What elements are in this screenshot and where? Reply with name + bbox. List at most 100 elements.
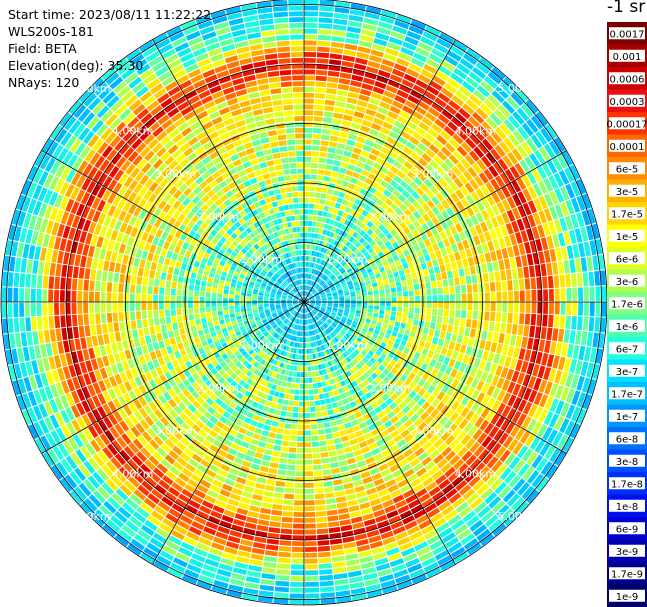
ray-gate-cell <box>206 287 212 293</box>
ray-gate-cell <box>338 309 344 313</box>
ray-gate-cell <box>316 52 330 58</box>
ray-gate-cell <box>219 338 226 345</box>
ray-gate-cell <box>327 327 333 332</box>
ray-gate-cell <box>235 291 241 296</box>
ray-gate-cell <box>272 415 280 422</box>
ray-gate-cell <box>472 429 483 441</box>
ray-gate-cell <box>304 285 306 290</box>
ray-gate-cell <box>511 370 520 383</box>
ray-gate-cell <box>93 422 104 435</box>
ray-gate-cell <box>62 366 71 380</box>
ray-gate-cell <box>317 313 322 318</box>
ray-gate-cell <box>236 432 245 440</box>
ray-gate-cell <box>535 131 548 146</box>
ray-gate-cell <box>282 295 287 298</box>
ray-gate-cell <box>426 534 441 545</box>
ray-gate-cell <box>337 210 344 217</box>
ray-gate-cell <box>373 509 386 518</box>
ray-gate-cell <box>330 238 336 245</box>
ray-gate-cell <box>182 378 191 388</box>
ray-gate-cell <box>345 297 350 300</box>
ray-gate-cell <box>361 119 372 128</box>
ray-gate-cell <box>304 226 308 232</box>
ray-gate-cell <box>304 267 306 273</box>
ray-gate-cell <box>277 380 283 386</box>
ray-gate-cell <box>361 270 368 276</box>
ray-gate-cell <box>120 264 127 274</box>
ray-gate-cell <box>182 574 198 585</box>
ray-gate-cell <box>342 352 348 358</box>
ray-gate-cell <box>304 512 316 517</box>
ray-gate-cell <box>317 246 322 252</box>
ray-gate-cell <box>90 324 97 336</box>
ray-gate-cell <box>257 390 264 398</box>
ray-gate-cell <box>309 401 315 407</box>
ray-gate-cell <box>114 373 123 385</box>
ray-gate-cell <box>74 486 88 501</box>
ray-gate-cell <box>2 271 8 287</box>
ray-gate-cell <box>411 536 426 546</box>
ray-gate-cell <box>375 32 390 41</box>
ray-gate-cell <box>445 408 455 419</box>
ray-gate-cell <box>184 569 200 579</box>
ray-gate-cell <box>310 299 315 301</box>
ray-gate-cell <box>283 345 288 351</box>
ray-gate-cell <box>318 288 323 293</box>
ray-gate-cell <box>318 29 332 35</box>
ray-gate-cell <box>453 458 465 470</box>
ray-gate-cell <box>298 325 301 331</box>
ray-gate-cell <box>111 342 118 354</box>
ray-gate-cell <box>508 474 521 488</box>
ray-gate-cell <box>293 311 297 316</box>
ray-gate-cell <box>465 345 473 356</box>
ray-gate-cell <box>326 308 332 311</box>
ray-gate-cell <box>342 271 348 277</box>
ray-gate-cell <box>339 259 345 265</box>
ray-gate-cell <box>321 128 331 135</box>
ray-gate-cell <box>429 359 437 368</box>
ray-gate-cell <box>247 356 253 363</box>
ray-gate-cell <box>237 550 251 558</box>
ray-gate-cell <box>272 346 278 352</box>
ray-gate-cell <box>147 294 153 302</box>
ray-gate-cell <box>530 134 543 149</box>
ray-gate-cell <box>511 268 518 280</box>
ray-gate-cell <box>106 312 113 323</box>
ray-gate-cell <box>364 11 380 20</box>
ray-gate-cell <box>348 14 364 22</box>
ray-gate-cell <box>530 277 537 290</box>
ray-gate-cell <box>464 154 476 166</box>
ray-gate-cell <box>314 400 321 406</box>
ray-gate-cell <box>231 487 243 496</box>
ray-gate-cell <box>471 401 481 413</box>
ray-gate-cell <box>111 440 123 452</box>
ray-gate-cell <box>195 318 201 325</box>
ray-gate-cell <box>316 264 321 270</box>
ray-gate-cell <box>437 287 443 295</box>
ray-gate-cell <box>304 308 306 313</box>
ray-gate-cell <box>415 126 427 137</box>
ray-gate-cell <box>311 151 320 157</box>
ray-gate-cell <box>146 542 161 554</box>
ray-gate-cell <box>294 395 300 401</box>
ray-gate-cell <box>311 311 315 316</box>
ray-gate-cell <box>246 516 258 524</box>
ray-gate-cell <box>192 400 201 409</box>
ray-gate-cell <box>342 314 348 319</box>
ray-gate-cell <box>304 174 311 180</box>
ray-gate-cell <box>532 364 540 377</box>
ray-gate-cell <box>375 325 381 331</box>
ray-gate-cell <box>102 523 117 537</box>
ray-gate-cell <box>409 458 421 468</box>
ray-gate-cell <box>128 390 137 401</box>
ray-gate-cell <box>280 344 285 350</box>
ray-gate-cell <box>314 233 319 239</box>
ray-gate-cell <box>539 442 551 457</box>
ray-gate-cell <box>167 567 183 579</box>
ray-gate-cell <box>522 401 533 415</box>
ray-gate-cell <box>298 348 302 354</box>
ray-gate-cell <box>413 258 420 266</box>
ray-gate-cell <box>444 55 459 67</box>
ray-gate-cell <box>342 327 348 333</box>
ray-gate-cell <box>257 441 267 448</box>
